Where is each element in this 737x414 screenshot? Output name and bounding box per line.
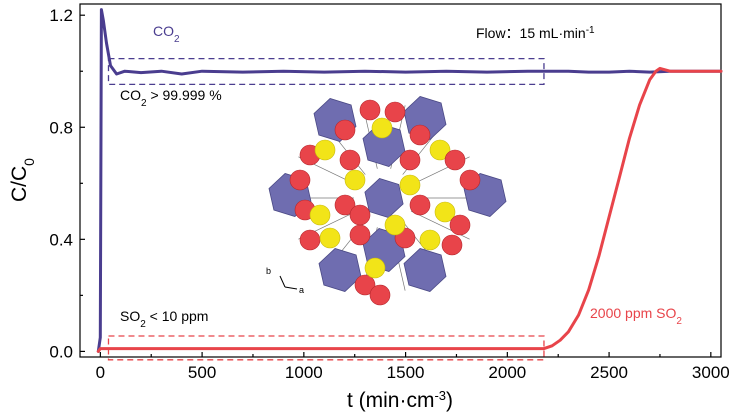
so2-concentration-annotation: 2000 ppm SO2	[590, 305, 682, 327]
y-tick-label-2: 0.8	[49, 118, 73, 137]
atom-sulfur-26	[384, 214, 406, 236]
inset-axis-a-line	[284, 286, 298, 290]
y-axis-ticks: 0.0 0.4 0.8 1.2	[49, 6, 85, 361]
atom-oxygen-31	[409, 124, 431, 146]
crystal-structure-inset: b a	[266, 96, 507, 306]
x-axis-title: t (min·cm-3)	[347, 388, 453, 413]
polyhedron-6	[364, 178, 404, 218]
inset-axis-a-label: a	[299, 285, 304, 295]
atom-oxygen-21	[354, 274, 376, 296]
y-tick-label-1: 0.4	[49, 230, 73, 249]
inset-atoms	[289, 99, 481, 306]
x-tick-label-0: 0	[96, 363, 105, 382]
atom-oxygen-11	[334, 194, 356, 216]
series-line-so2	[96, 66, 723, 353]
atom-sulfur-25	[399, 174, 421, 196]
atom-sulfur-19	[419, 229, 441, 251]
atom-oxygen-20	[441, 234, 463, 256]
atom-oxygen-23	[369, 284, 391, 306]
polyhedron-4	[318, 248, 362, 292]
x-tick-label-6: 3000	[692, 363, 730, 382]
inset-axes-indicator: b a	[266, 266, 304, 295]
x-tick-label-5: 2500	[590, 363, 628, 382]
x-axis-ticks: 0 500 1000 1500 2000 2500 3000	[96, 352, 730, 382]
atom-sulfur-22	[364, 257, 386, 279]
y-tick-label-3: 1.2	[49, 6, 73, 25]
x-tick-label-1: 500	[188, 363, 216, 382]
inset-axis-b-line	[279, 275, 286, 288]
atom-oxygen-14	[449, 214, 471, 236]
atom-oxygen-0	[359, 99, 381, 121]
atom-sulfur-16	[319, 227, 341, 249]
polyhedron-7	[362, 123, 406, 167]
atom-oxygen-8	[444, 149, 466, 171]
co2-purity-annotation: CO2 > 99.999 %	[120, 87, 222, 109]
atom-sulfur-7	[429, 139, 451, 161]
atom-oxygen-12	[409, 194, 431, 216]
atom-oxygen-29	[459, 169, 481, 191]
atom-sulfur-24	[344, 169, 366, 191]
series-line-co2	[96, 8, 723, 353]
plot-frame	[79, 3, 722, 358]
so2-limit-annotation: SO2 < 10 ppm	[120, 308, 208, 330]
atom-oxygen-27	[349, 204, 371, 226]
atom-sulfur-13	[434, 201, 456, 223]
x-tick-label-3: 1500	[387, 363, 425, 382]
x-tick-label-4: 2000	[488, 363, 526, 382]
y-axis-title: C/C0	[8, 158, 37, 202]
atom-oxygen-17	[349, 224, 371, 246]
atom-oxygen-5	[339, 149, 361, 171]
flow-annotation: Flow：15 mL·min-1	[476, 25, 595, 42]
atom-sulfur-10	[309, 204, 331, 226]
atom-sulfur-4	[314, 139, 336, 161]
atom-oxygen-30	[334, 119, 356, 141]
atom-oxygen-15	[299, 229, 321, 251]
atom-oxygen-28	[289, 169, 311, 191]
polyhedron-5	[403, 248, 447, 292]
x-tick-label-2: 1000	[285, 363, 323, 382]
atom-sulfur-1	[371, 117, 393, 139]
inset-axis-b-label: b	[266, 266, 271, 276]
y-tick-label-0: 0.0	[49, 342, 73, 361]
co2-series-label: CO2	[153, 23, 180, 45]
atom-oxygen-2	[384, 101, 406, 123]
atom-oxygen-6	[399, 149, 421, 171]
